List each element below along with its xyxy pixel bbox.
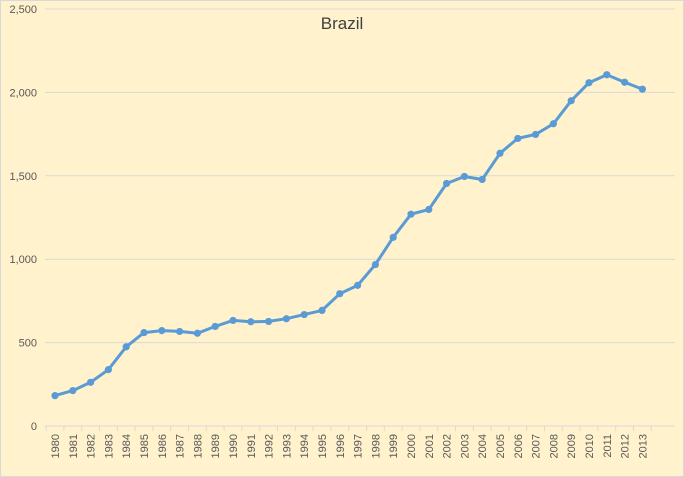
x-tick-label: 2005: [495, 434, 507, 458]
data-point: [87, 378, 95, 386]
x-tick-label: 1984: [121, 434, 133, 458]
data-point: [69, 387, 77, 395]
x-tick-label: 2006: [513, 434, 525, 458]
x-axis-tick-labels: 1980 1981 1982 1983 1984 1985 1986 1987 1988 1989…: [50, 434, 649, 458]
data-point: [300, 310, 308, 319]
chart-title: Brazil: [321, 14, 364, 33]
y-axis-tick-labels: 0 500 1,000 1,500 2,000 2,500: [9, 4, 37, 433]
x-tick-label: 1994: [299, 434, 311, 458]
series: [51, 71, 647, 400]
data-point: [122, 343, 130, 351]
x-tick-label: 1990: [228, 434, 240, 458]
axes: [45, 425, 675, 431]
y-tick-label: 0: [31, 421, 37, 433]
x-tick-label: 1992: [264, 434, 276, 458]
y-tick-label: 500: [19, 338, 37, 350]
data-point: [407, 210, 415, 218]
y-tick-label: 2,000: [9, 87, 37, 99]
x-tick-label: 1993: [281, 434, 293, 458]
data-point: [460, 172, 468, 181]
x-tick-label: 1988: [192, 434, 204, 458]
x-tick-label: 1996: [335, 434, 347, 458]
data-point: [104, 366, 112, 374]
data-point: [621, 78, 629, 86]
data-point: [496, 149, 504, 157]
x-tick-label: 1998: [370, 434, 382, 458]
data-point: [425, 205, 433, 214]
data-point: [371, 260, 379, 269]
data-point: [318, 306, 326, 315]
y-tick-label: 1,500: [9, 171, 37, 183]
x-tick-label: 1995: [317, 434, 329, 458]
x-tick-label: 2004: [477, 434, 489, 458]
data-point: [585, 79, 593, 87]
data-point: [567, 97, 575, 105]
data-point: [176, 327, 184, 336]
x-tick-label: 1991: [246, 434, 258, 458]
y-tick-label: 2,500: [9, 4, 37, 16]
data-point: [229, 316, 237, 325]
data-point: [193, 329, 201, 337]
x-tick-label: 1981: [68, 434, 80, 458]
data-point: [514, 134, 522, 143]
data-point: [158, 326, 166, 335]
data-point: [247, 318, 255, 326]
x-tick-label: 2012: [620, 434, 632, 458]
y-tick-label: 1,000: [9, 254, 37, 266]
x-tick-label: 1982: [86, 434, 98, 458]
x-tick-label: 2003: [459, 434, 471, 458]
x-tick-label: 2010: [584, 434, 596, 458]
data-point: [282, 315, 290, 323]
data-point: [478, 175, 486, 184]
data-point: [549, 120, 558, 128]
data-point: [51, 392, 59, 400]
data-point: [354, 281, 362, 289]
data-point: [532, 130, 540, 139]
data-point: [389, 233, 397, 241]
x-tick-label: 1999: [388, 434, 400, 458]
x-tick-label: 1985: [139, 434, 151, 458]
x-tick-label: 1983: [103, 434, 115, 458]
x-tick-label: 2013: [637, 434, 649, 458]
x-tick-label: 1986: [157, 434, 169, 458]
x-tick-label: 2009: [566, 434, 578, 458]
data-point: [140, 328, 148, 337]
series-line: [53, 73, 644, 398]
data-point: [638, 85, 647, 93]
x-tick-label: 2008: [548, 434, 560, 458]
x-tick-label: 2002: [442, 434, 454, 458]
gridlines: [45, 8, 675, 344]
x-tick-label: 1997: [353, 434, 365, 458]
data-point: [211, 322, 219, 331]
x-tick-label: 1987: [175, 434, 187, 458]
data-point: [603, 71, 611, 79]
x-tick-label: 2007: [531, 434, 543, 458]
x-tick-label: 1980: [50, 434, 62, 458]
x-tick-label: 1989: [210, 434, 222, 458]
data-point: [336, 290, 344, 298]
data-point: [265, 317, 273, 326]
x-tick-label: 2011: [602, 434, 614, 458]
data-point: [443, 179, 451, 188]
x-tick-label: 2001: [424, 434, 436, 458]
x-tick-label: 2000: [406, 434, 418, 458]
